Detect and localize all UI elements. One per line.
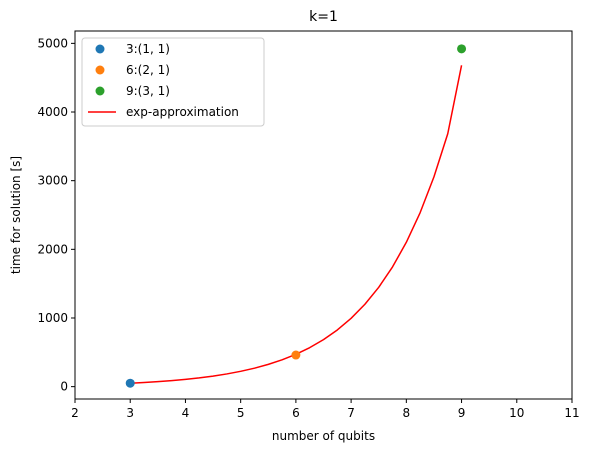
y-tick-label: 3000 (37, 174, 68, 188)
scatter-point-1 (125, 378, 135, 388)
legend-marker-9-3-1 (95, 86, 105, 96)
y-tick-label: 2000 (37, 242, 68, 256)
y-tick-label: 5000 (37, 36, 68, 50)
x-tick-label: 11 (564, 406, 579, 420)
y-tick-label: 4000 (37, 105, 68, 119)
x-tick-label: 2 (71, 406, 79, 420)
y-axis-label: time for solution [s] (9, 156, 23, 274)
x-tick-label: 3 (126, 406, 134, 420)
x-tick-label: 8 (403, 406, 411, 420)
chart-title: k=1 (309, 9, 338, 25)
x-tick-label: 9 (458, 406, 466, 420)
plot-frame (74, 30, 573, 400)
x-tick-label: 6 (292, 406, 300, 420)
legend-marker-6-2-1 (95, 65, 105, 75)
y-tick-label: 1000 (37, 311, 68, 325)
x-tick-label: 5 (237, 406, 245, 420)
x-tick-label: 4 (182, 406, 190, 420)
x-axis-label: number of qubits (272, 429, 375, 443)
legend-label-6-2-1: 6:(2, 1) (126, 63, 170, 77)
legend: 3:(1, 1) 6:(2, 1) 9:(3, 1) exp-approxima… (81, 37, 265, 127)
x-tick-label: 10 (509, 406, 524, 420)
x-tick-label: 7 (347, 406, 355, 420)
legend-label-3-1-1: 3:(1, 1) (126, 42, 170, 56)
legend-marker-3-1-1 (95, 44, 105, 54)
scatter-point-2 (291, 350, 301, 360)
scatter-point-3 (457, 44, 467, 54)
legend-box (81, 37, 265, 127)
y-tick-label: 0 (60, 380, 68, 394)
legend-label-9-3-1: 9:(3, 1) (126, 84, 170, 98)
legend-label-exp-approximation: exp-approximation (126, 105, 239, 119)
